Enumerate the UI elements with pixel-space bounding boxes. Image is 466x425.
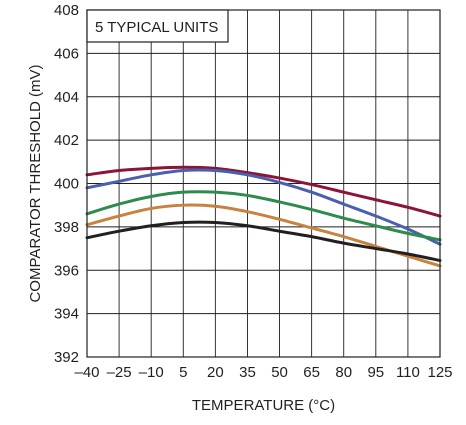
x-tick-label: 20: [207, 364, 224, 381]
x-axis-title: TEMPERATURE (°C): [192, 397, 335, 414]
series-line-1: [85, 165, 442, 218]
y-tick-label: 398: [54, 219, 79, 236]
y-tick-label: 396: [54, 262, 79, 279]
plot-frame: [86, 9, 441, 358]
series-line-2: [85, 168, 442, 246]
series-line-5: [85, 220, 442, 262]
y-tick-label: 400: [54, 176, 79, 193]
series-line-4: [85, 203, 442, 268]
x-tick-label: 80: [335, 364, 352, 381]
y-tick-label: 392: [54, 349, 79, 366]
y-tick-labels: 392 394 396 398 400 402 404 406 408: [54, 2, 79, 366]
y-axis-title: COMPARATOR THRESHOLD (mV): [27, 64, 44, 302]
series-line-3: [85, 190, 442, 242]
x-tick-label: –40: [74, 364, 99, 381]
annotation-label: 5 TYPICAL UNITS: [95, 19, 218, 36]
y-tick-label: 408: [54, 2, 79, 19]
x-tick-labels: –40 –25 –10 5 20 35 50 65 80 95 110 125: [74, 364, 452, 381]
x-tick-label: –25: [107, 364, 132, 381]
y-tick-label: 404: [54, 89, 79, 106]
x-tick-label: 65: [303, 364, 320, 381]
x-tick-label: 110: [396, 364, 420, 381]
series-lines: [85, 165, 442, 268]
y-tick-label: 406: [54, 45, 79, 62]
x-tick-label: 95: [367, 364, 384, 381]
x-tick-label: 35: [239, 364, 256, 381]
x-tick-label: 5: [179, 364, 187, 381]
y-tick-label: 394: [54, 306, 79, 323]
grid: [87, 10, 440, 357]
x-tick-label: 125: [427, 364, 452, 381]
x-tick-label: –10: [139, 364, 164, 381]
x-tick-label: 50: [271, 364, 288, 381]
y-tick-label: 402: [54, 132, 79, 149]
annotation-box: 5 TYPICAL UNITS: [86, 9, 229, 43]
